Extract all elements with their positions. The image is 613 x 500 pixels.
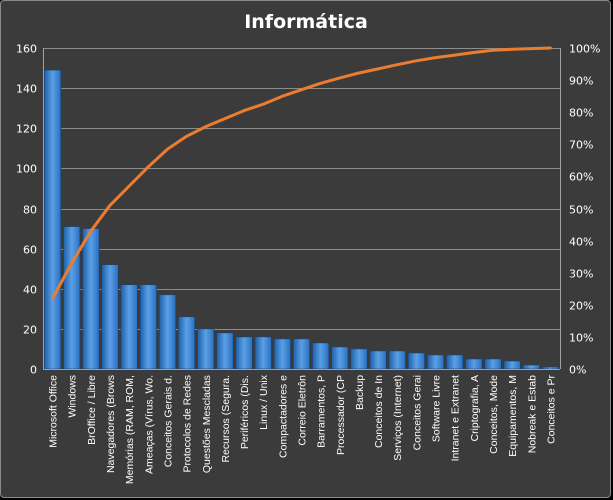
x-category-label: Recursos (Segura.	[220, 375, 232, 463]
x-category-label: Periféricos (Dis.	[239, 375, 251, 449]
bar	[216, 332, 234, 370]
x-category-label: Protocolos de Redes	[182, 375, 194, 472]
bar	[446, 354, 464, 370]
bar	[273, 338, 291, 370]
y-tick-label: 120	[16, 123, 37, 136]
bar	[44, 69, 62, 370]
x-category-label: Memórias (RAM, ROM,	[124, 375, 136, 484]
y2-tick-label: 70%	[569, 139, 593, 152]
bar	[407, 352, 425, 370]
y-tick-label: 0	[30, 364, 37, 377]
x-category-label: BrOffice / Libre	[86, 375, 98, 445]
bar	[541, 366, 559, 370]
y2-tick-label: 90%	[569, 75, 593, 88]
y2-tick-label: 100%	[569, 43, 600, 56]
x-category-label: Criptografia, A	[469, 375, 481, 442]
y2-tick-label: 80%	[569, 107, 593, 120]
bar	[465, 358, 483, 370]
y2-tick-label: 60%	[569, 171, 593, 184]
x-category-label: Conceitos Gerai	[411, 375, 423, 450]
bar	[312, 342, 330, 370]
x-category-label: Linux / Unix	[258, 374, 270, 430]
x-category-label: Equipamentos, M	[507, 375, 519, 457]
bar	[82, 228, 100, 370]
x-category-label: Processador (CP	[335, 375, 347, 455]
y2-tick-label: 50%	[569, 204, 593, 217]
bar	[522, 364, 540, 370]
y2-tick-label: 0%	[569, 364, 586, 377]
y2-tick-label: 40%	[569, 236, 593, 249]
x-category-label: Serviços (Internet)	[392, 375, 404, 461]
x-category-label: Correio Eletrôn	[297, 375, 309, 446]
y-tick-label: 140	[16, 83, 37, 96]
y-tick-label: 40	[23, 284, 37, 297]
y-tick-label: 100	[16, 163, 37, 176]
x-category-label: Conceitos de In	[373, 375, 385, 448]
bar	[388, 350, 406, 370]
x-category-label: Compactadores e	[277, 375, 289, 458]
bar	[235, 336, 253, 370]
bar	[139, 284, 157, 370]
x-category-label: Questões Mescladas	[201, 375, 213, 473]
x-category-label: Microsoft Office	[48, 375, 60, 448]
x-category-label: Intranet e Extranet	[450, 375, 462, 461]
cumulative-line	[51, 46, 552, 300]
chart-title: Informática	[244, 11, 368, 33]
bar	[369, 350, 387, 370]
bar	[503, 360, 521, 370]
x-category-label: Windows	[67, 375, 79, 418]
y2-tick-label: 10%	[569, 332, 593, 345]
x-category-label: Software Livre	[431, 375, 443, 442]
x-category-label: Barramentos, P	[316, 375, 328, 448]
x-category-label: Ameaças (Vírus, Wo.	[143, 375, 155, 474]
bar	[158, 294, 176, 370]
y-tick-label: 20	[23, 324, 37, 337]
bar	[427, 354, 445, 370]
y-tick-label: 160	[16, 43, 37, 56]
x-category-label: Conceitos, Mode	[488, 375, 500, 454]
y2-tick-label: 30%	[569, 268, 593, 281]
bar	[178, 316, 196, 370]
x-category-label: Conceitos Gerais d.	[163, 375, 175, 467]
bar	[350, 348, 368, 370]
bar	[484, 358, 502, 370]
bar	[292, 338, 311, 370]
bar	[197, 328, 215, 370]
bar	[63, 226, 81, 370]
bar	[120, 284, 138, 370]
bar	[101, 264, 119, 370]
x-category-label: Nobreak e Estab	[526, 375, 538, 453]
x-category-label: Backup	[354, 375, 366, 410]
bar	[254, 336, 272, 370]
x-category-label: Navegadores (Brows	[105, 375, 117, 473]
y-tick-label: 80	[23, 204, 37, 217]
y-tick-label: 60	[23, 244, 37, 257]
x-category-label: Conceitos e Pr	[545, 374, 557, 443]
y2-tick-label: 20%	[569, 300, 593, 313]
bar	[331, 346, 349, 370]
